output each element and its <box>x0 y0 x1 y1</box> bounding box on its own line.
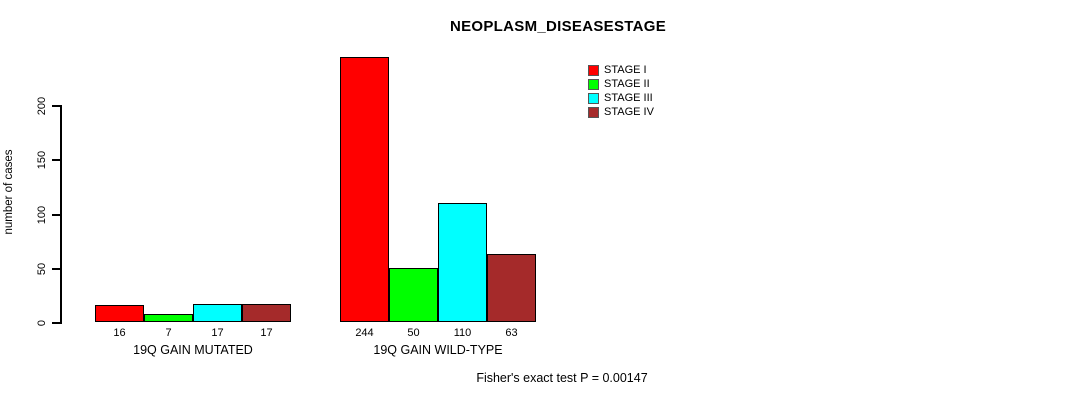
bar-stage-i <box>95 305 144 322</box>
chart-title: NEOPLASM_DISEASESTAGE <box>449 18 667 35</box>
legend-item: STAGE III <box>588 91 654 105</box>
y-tick-label: 100 <box>36 205 48 224</box>
bar-stage-iv <box>242 304 291 322</box>
bar-stage-iii <box>193 304 242 322</box>
legend-swatch-icon <box>588 92 599 104</box>
bar-stage-ii <box>144 314 193 322</box>
group-label: 19Q GAIN WILD-TYPE <box>373 343 503 357</box>
legend-item: STAGE I <box>588 63 654 77</box>
bar-stage-ii <box>389 268 438 322</box>
legend-swatch-icon <box>588 64 599 76</box>
bar-value-label: 50 <box>407 327 420 339</box>
bar-value-label: 63 <box>505 327 518 339</box>
bar-value-label: 17 <box>211 327 224 339</box>
bar-value-label: 16 <box>113 327 126 339</box>
annotation-text: Fisher's exact test P = 0.00147 <box>476 371 648 385</box>
legend-label: STAGE IV <box>604 106 654 118</box>
y-tick <box>52 322 60 324</box>
legend-swatch-icon <box>588 106 599 118</box>
y-tick <box>52 213 60 216</box>
y-tick-label: 150 <box>36 151 48 170</box>
y-tick <box>52 105 60 107</box>
y-tick-label: 200 <box>36 96 48 116</box>
y-axis-line <box>60 105 62 324</box>
legend: STAGE I STAGE II STAGE III STAGE IV <box>588 63 654 119</box>
legend-label: STAGE III <box>604 92 653 104</box>
group-label: 19Q GAIN MUTATED <box>133 343 253 357</box>
y-tick <box>52 267 60 270</box>
y-tick-label: 0 <box>36 319 48 327</box>
bar-stage-iii <box>438 203 487 322</box>
bar-value-label: 17 <box>260 327 273 339</box>
y-tick-label: 50 <box>36 262 48 275</box>
legend-item: STAGE II <box>588 77 654 91</box>
bar-stage-i <box>340 57 389 322</box>
y-tick <box>52 159 60 162</box>
bar-value-label: 7 <box>165 327 172 339</box>
legend-item: STAGE IV <box>588 105 654 119</box>
bar-value-label: 110 <box>453 327 472 339</box>
legend-label: STAGE I <box>604 64 647 76</box>
legend-label: STAGE II <box>604 78 650 90</box>
bar-stage-iv <box>487 254 536 322</box>
y-axis-label: number of cases <box>3 149 15 235</box>
bar-value-label: 244 <box>355 327 374 339</box>
legend-swatch-icon <box>588 78 599 90</box>
